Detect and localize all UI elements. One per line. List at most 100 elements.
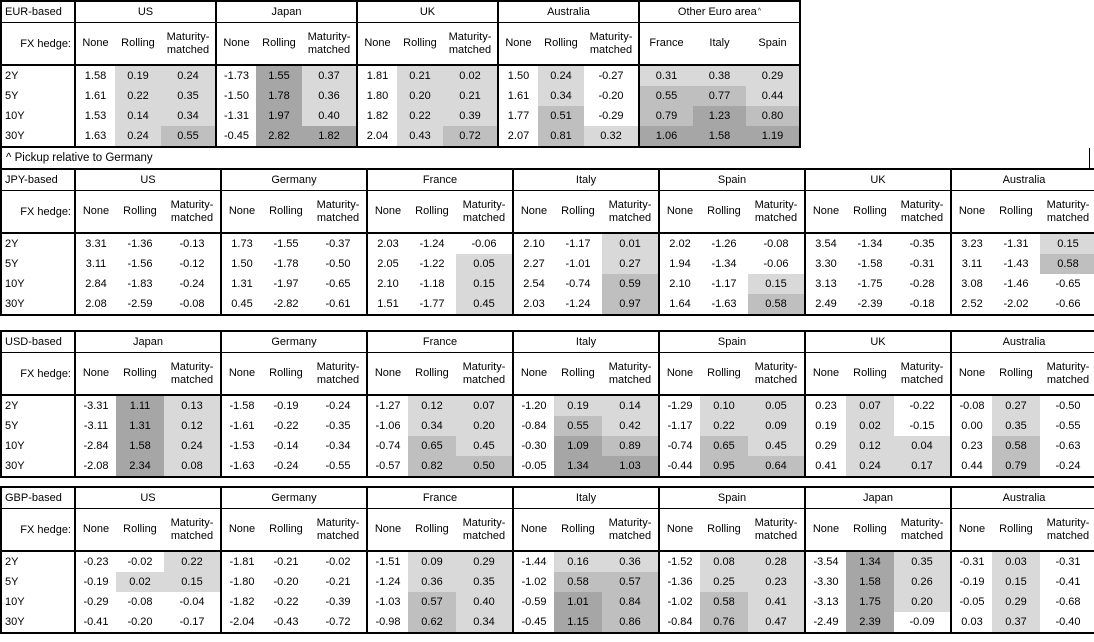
value-cell: 2.49: [806, 294, 846, 314]
country-group: -1.73 1.55 0.37: [215, 66, 356, 86]
value-cell: -2.39: [846, 294, 894, 314]
country-group-header: UK: [419, 6, 436, 18]
value-cell: -1.06: [368, 416, 408, 436]
hedge-column-header: Rolling: [123, 367, 157, 380]
value-cell: 0.24: [115, 126, 161, 146]
country-group: 2.84 -1.83 -0.24: [74, 274, 220, 294]
country-group: 1.50 -1.78 -0.50: [220, 254, 366, 274]
table-title: EUR-based: [5, 6, 62, 18]
value-cell: -1.82: [222, 592, 262, 612]
hedge-column-header: Rolling: [123, 523, 157, 536]
value-cell: 0.44: [952, 456, 992, 476]
table-row: 30Y -0.41 -0.20 -0.17 -2.04 -0.43 -0.72 -0.98 0.…: [2, 612, 1094, 632]
value-cell: 2.82: [256, 126, 302, 146]
value-cell: -2.84: [76, 436, 116, 456]
value-cell: 1.01: [554, 592, 602, 612]
value-cell: 2.39: [846, 612, 894, 632]
country-group: -2.08 2.34 0.08: [74, 456, 220, 476]
country-group-header: Italy: [575, 492, 597, 504]
value-cell: 1.58: [846, 572, 894, 592]
country-group: Italy: [512, 332, 658, 352]
value-cell: 0.22: [397, 106, 443, 126]
country-group: -3.54 1.34 0.35: [804, 552, 950, 572]
country-group: 1.58 0.19 0.24: [74, 66, 215, 86]
country-group: Spain: [658, 488, 804, 508]
value-cell: -1.27: [368, 396, 408, 416]
hedge-column-header: Maturity-matched: [316, 517, 360, 542]
hedge-column-header: Maturity-matched: [462, 361, 506, 386]
country-group: US: [74, 170, 220, 190]
value-cell: 1.75: [846, 592, 894, 612]
value-cell: 0.47: [748, 612, 804, 632]
country-group-header: Australia: [1002, 336, 1046, 348]
value-cell: 0.55: [554, 416, 602, 436]
tenor-row-label: 10Y: [5, 110, 25, 122]
value-cell: 0.12: [408, 396, 456, 416]
country-group: -0.29 -0.08 -0.04: [74, 592, 220, 612]
value-cell: 0.03: [992, 552, 1040, 572]
country-group: 1.82 0.22 0.39: [356, 106, 497, 126]
hedge-column-header: Rolling: [853, 367, 887, 380]
value-cell: 1.97: [256, 106, 302, 126]
value-cell: 1.73: [222, 234, 262, 254]
value-cell: 0.77: [693, 86, 746, 106]
country-group: -1.80 -0.20 -0.21: [220, 572, 366, 592]
country-group: 1.81 0.21 0.02: [356, 66, 497, 86]
value-cell: 0.13: [164, 396, 220, 416]
value-cell: 0.02: [116, 572, 164, 592]
value-cell: 0.86: [602, 612, 658, 632]
value-cell: 0.28: [748, 552, 804, 572]
value-cell: 0.45: [222, 294, 262, 314]
value-cell: 0.20: [397, 86, 443, 106]
value-cell: 0.14: [115, 106, 161, 126]
value-cell: 0.65: [408, 436, 456, 456]
hedge-column-header: None: [958, 367, 986, 380]
hedge-column-header: Maturity-matched: [608, 361, 652, 386]
value-cell: 0.29: [806, 436, 846, 456]
spacer: [0, 478, 1094, 486]
value-cell: 1.82: [302, 126, 356, 146]
hedge-column-header: None: [958, 523, 986, 536]
value-cell: 3.11: [952, 254, 992, 274]
value-cell: -3.54: [806, 552, 846, 572]
value-cell: 0.36: [602, 552, 658, 572]
value-cell: 0.55: [640, 86, 693, 106]
value-cell: 2.84: [76, 274, 116, 294]
value-cell: -2.59: [116, 294, 164, 314]
value-cell: 0.34: [538, 86, 584, 106]
hedge-column-header: Maturity-matched: [170, 517, 214, 542]
value-cell: 0.27: [602, 254, 658, 274]
table-row: 30Y 2.08 -2.59 -0.08 0.45 -2.82 -0.61 1.51 -1.77…: [2, 294, 1094, 314]
hedge-column-header: None: [520, 205, 548, 218]
country-group: 1.53 0.14 0.34: [74, 106, 215, 126]
country-group-header: Australia: [1002, 174, 1046, 186]
hedge-column-header: None: [520, 523, 548, 536]
value-cell: -0.35: [894, 234, 950, 254]
country-group: None Rolling Maturity-matched: [220, 353, 366, 394]
country-group: 3.30 -1.58 -0.31: [804, 254, 950, 274]
hedge-column-header: None: [228, 523, 256, 536]
value-cell: 1.63: [76, 126, 115, 146]
country-group: 1.63 0.24 0.55: [74, 126, 215, 146]
value-cell: 1.31: [222, 274, 262, 294]
value-cell: 2.07: [499, 126, 538, 146]
hedge-header-row: FX hedge: None Rolling Maturity-matched None…: [2, 353, 1094, 396]
value-cell: 0.03: [952, 612, 992, 632]
country-group: 3.11 -1.56 -0.12: [74, 254, 220, 274]
country-group: -0.30 1.09 0.89: [512, 436, 658, 456]
country-group: 0.79 1.23 0.80: [638, 106, 799, 126]
country-group: -1.61 -0.22 -0.35: [220, 416, 366, 436]
country-group: -1.02 0.58 0.57: [512, 572, 658, 592]
country-group: Italy: [512, 170, 658, 190]
value-cell: -1.83: [116, 274, 164, 294]
country-group: -1.20 0.19 0.14: [512, 396, 658, 416]
country-group: -2.84 1.58 0.24: [74, 436, 220, 456]
country-group: 2.49 -2.39 -0.18: [804, 294, 950, 314]
value-cell: -1.58: [222, 396, 262, 416]
value-cell: 0.72: [443, 126, 497, 146]
country-group-header: Germany: [271, 492, 317, 504]
hedge-column-header: Maturity-matched: [1046, 517, 1090, 542]
value-cell: -1.58: [846, 254, 894, 274]
country-group: -1.82 -0.22 -0.39: [220, 592, 366, 612]
